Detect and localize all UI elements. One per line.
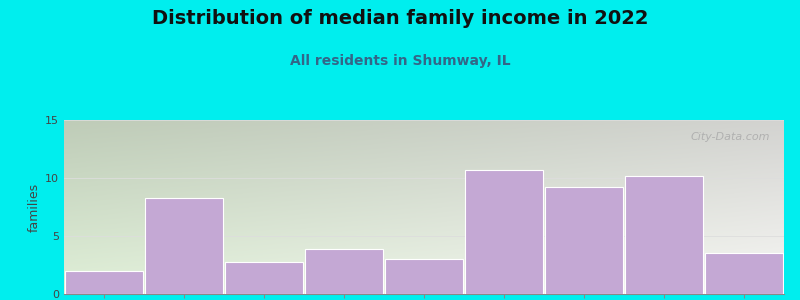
Bar [706,254,782,294]
Bar [226,262,303,294]
Bar [66,271,143,294]
Y-axis label: families: families [28,182,41,232]
Text: Distribution of median family income in 2022: Distribution of median family income in … [152,9,648,28]
Bar [626,176,702,294]
Text: All residents in Shumway, IL: All residents in Shumway, IL [290,54,510,68]
Bar [546,187,623,294]
Bar [146,198,222,294]
Bar [386,259,462,294]
Bar [306,249,383,294]
Text: City-Data.com: City-Data.com [690,132,770,142]
Bar [466,170,542,294]
